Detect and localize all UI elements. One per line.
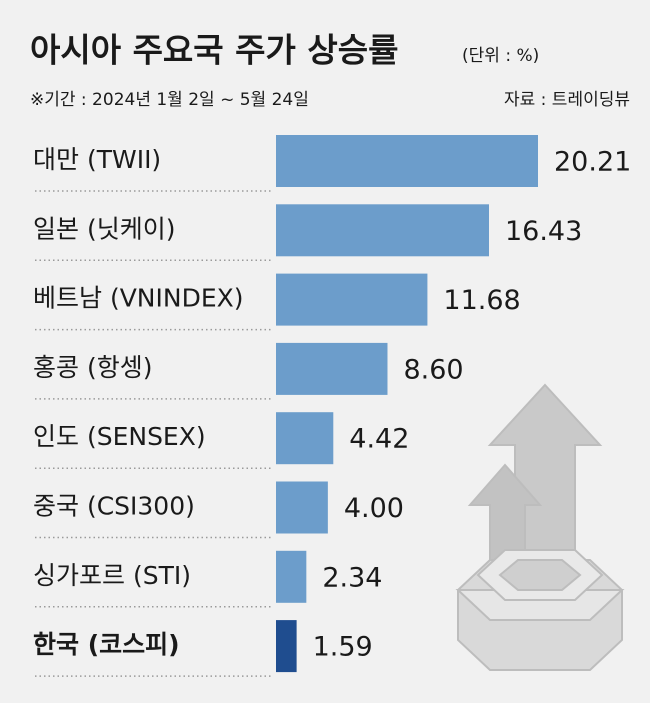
bar	[276, 620, 297, 673]
category-label: 중국 (CSI300)	[33, 492, 195, 521]
category-label: 인도 (SENSEX)	[33, 422, 206, 451]
bar	[276, 481, 328, 534]
bar	[276, 204, 489, 257]
value-label: 2.34	[322, 562, 382, 593]
decoration	[455, 383, 625, 671]
bar	[276, 412, 334, 465]
value-label: 11.68	[443, 285, 520, 316]
source: 자료 : 트레이딩뷰	[504, 90, 630, 110]
bar	[276, 135, 538, 187]
value-label: 1.59	[313, 632, 373, 663]
value-label: 16.43	[505, 216, 582, 247]
category-label: 한국 (코스피)	[33, 630, 180, 659]
value-label: 20.21	[554, 147, 631, 178]
category-label: 싱가포르 (STI)	[33, 561, 191, 590]
subtitle: ※기간 : 2024년 1월 2일 ~ 5월 24일	[30, 90, 309, 110]
value-label: 8.60	[403, 354, 463, 385]
value-label: 4.00	[344, 493, 404, 524]
value-label: 4.42	[349, 424, 409, 455]
bar	[276, 273, 428, 326]
unit-label: (단위 : %)	[462, 46, 539, 66]
category-label: 일본 (닛케이)	[33, 214, 175, 243]
chart-title: 아시아 주요국 주가 상승률	[30, 31, 398, 70]
category-label: 대만 (TWII)	[33, 145, 161, 174]
category-label: 베트남 (VNINDEX)	[33, 284, 244, 313]
bar	[276, 342, 388, 395]
bar	[276, 550, 307, 603]
category-label: 홍콩 (항셍)	[33, 353, 152, 382]
